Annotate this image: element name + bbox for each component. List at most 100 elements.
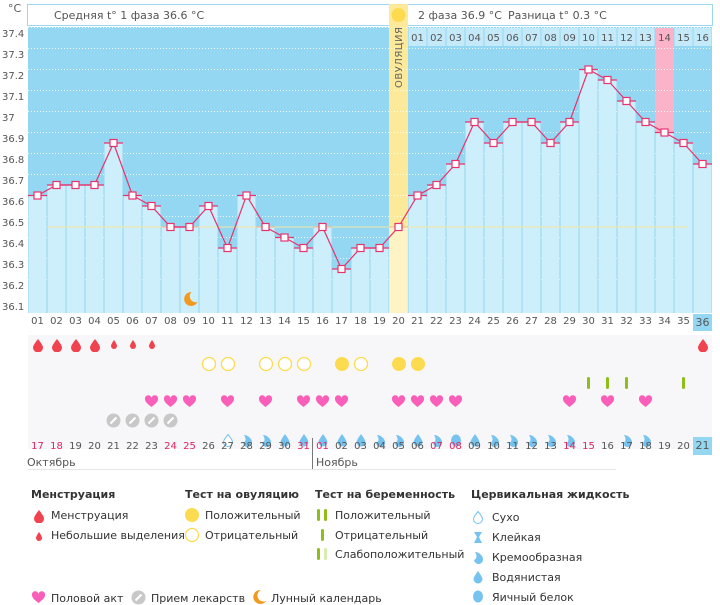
temperature-point [470, 117, 479, 127]
watery-drop-icon[interactable] [332, 430, 351, 449]
calendar-date: 03 [354, 441, 367, 452]
menstruation-drop-icon[interactable] [66, 335, 85, 354]
temperature-bar [332, 269, 351, 313]
single-line-icon[interactable] [617, 373, 636, 392]
heart-icon[interactable] [560, 392, 579, 411]
heart-icon[interactable] [313, 392, 332, 411]
calendar-date: 19 [69, 441, 82, 452]
y-tick-label: 36.3 [2, 260, 25, 271]
creamy-icon[interactable] [617, 430, 636, 449]
watery-drop-icon[interactable] [313, 430, 332, 449]
calendar-date: 11 [506, 441, 519, 452]
creamy-icon[interactable] [370, 430, 389, 449]
single-line-icon[interactable] [579, 373, 598, 392]
heart-icon[interactable] [256, 392, 275, 411]
creamy-icon[interactable] [560, 430, 579, 449]
sun-outline-icon[interactable] [199, 354, 218, 373]
single-line-icon[interactable] [674, 373, 693, 392]
heart-icon[interactable] [446, 392, 465, 411]
x-tick-label: 25 [487, 316, 500, 327]
heart-icon[interactable] [598, 392, 617, 411]
heart-icon[interactable] [389, 392, 408, 411]
temperature-point [204, 201, 213, 211]
heart-icon[interactable] [408, 392, 427, 411]
watery-drop-icon[interactable] [351, 430, 370, 449]
legend-ovulation-title: Тест на овуляцию [185, 488, 299, 501]
sun-filled-icon[interactable] [408, 354, 427, 373]
watery-drop-icon[interactable] [465, 430, 484, 449]
calendar-date: 21 [107, 441, 120, 452]
pill-icon[interactable] [104, 411, 123, 430]
creamy-icon[interactable] [522, 430, 541, 449]
x-tick-label: 03 [69, 316, 82, 327]
pill-icon[interactable] [161, 411, 180, 430]
watery-drop-icon[interactable] [275, 430, 294, 449]
creamy-icon[interactable] [389, 430, 408, 449]
creamy-icon[interactable] [256, 430, 275, 449]
calendar-date: 29 [259, 441, 272, 452]
heart-icon[interactable] [142, 392, 161, 411]
temperature-point [147, 201, 156, 211]
phase2-day-cell [408, 28, 427, 46]
single-line-icon[interactable] [598, 373, 617, 392]
temperature-point [603, 75, 612, 85]
pill-icon[interactable] [123, 411, 142, 430]
phase2-day-label: 01 [411, 33, 424, 44]
temperature-bar [427, 185, 446, 313]
watery-drop-icon[interactable] [294, 430, 313, 449]
phase2-day-label: 10 [582, 33, 595, 44]
phase2-day-cell [446, 28, 465, 46]
creamy-icon [474, 552, 484, 564]
highlight-band [655, 46, 674, 133]
menstruation-drop-icon[interactable] [47, 335, 66, 354]
heart-icon[interactable] [427, 392, 446, 411]
sun-filled-icon [185, 508, 199, 522]
x-tick-label: 04 [88, 316, 101, 327]
heart-icon[interactable] [294, 392, 313, 411]
x-tick-label: 22 [430, 316, 443, 327]
phase2-day-label: 16 [696, 33, 709, 44]
heart-icon[interactable] [180, 392, 199, 411]
menstruation-drop-icon[interactable] [85, 335, 104, 354]
dry-drop-icon[interactable] [218, 430, 237, 449]
sun-filled-icon[interactable] [332, 354, 351, 373]
small-drop-icon[interactable] [123, 335, 142, 354]
egg-white-icon[interactable] [446, 430, 465, 449]
heart-icon[interactable] [161, 392, 180, 411]
egg-white-icon [473, 590, 483, 603]
small-drop-icon[interactable] [142, 335, 161, 354]
small-drop-icon[interactable] [104, 335, 123, 354]
sun-filled-icon[interactable] [389, 354, 408, 373]
x-tick-label: 18 [354, 316, 367, 327]
creamy-icon[interactable] [427, 430, 446, 449]
temperature-point [356, 243, 365, 253]
sun-outline-icon[interactable] [294, 354, 313, 373]
creamy-icon[interactable] [503, 430, 522, 449]
menstruation-drop-icon[interactable] [28, 335, 47, 354]
heart-icon[interactable] [636, 392, 655, 411]
creamy-icon[interactable] [636, 430, 655, 449]
sun-outline-icon[interactable] [218, 354, 237, 373]
calendar-date: 07 [430, 441, 443, 452]
temperature-bar [560, 122, 579, 313]
x-tick-label: 31 [601, 316, 614, 327]
watery-drop-icon[interactable] [408, 430, 427, 449]
menstruation-drop-icon[interactable] [693, 335, 712, 354]
calendar-date: 21 [693, 437, 712, 455]
sun-outline-icon[interactable] [351, 354, 370, 373]
x-tick-label: 12 [240, 316, 253, 327]
x-tick-label: 15 [297, 316, 310, 327]
temperature-point [508, 117, 517, 127]
heart-icon[interactable] [332, 392, 351, 411]
heart-icon[interactable] [218, 392, 237, 411]
calendar-date: 13 [544, 441, 557, 452]
creamy-icon[interactable] [237, 430, 256, 449]
legend-pregnancy-title: Тест на беременность [315, 488, 456, 501]
sun-outline-icon[interactable] [256, 354, 275, 373]
y-tick-label: 36.2 [2, 281, 25, 292]
calendar-date: 18 [639, 441, 652, 452]
creamy-icon[interactable] [484, 430, 503, 449]
creamy-icon[interactable] [541, 430, 560, 449]
sun-outline-icon[interactable] [275, 354, 294, 373]
pill-icon[interactable] [142, 411, 161, 430]
